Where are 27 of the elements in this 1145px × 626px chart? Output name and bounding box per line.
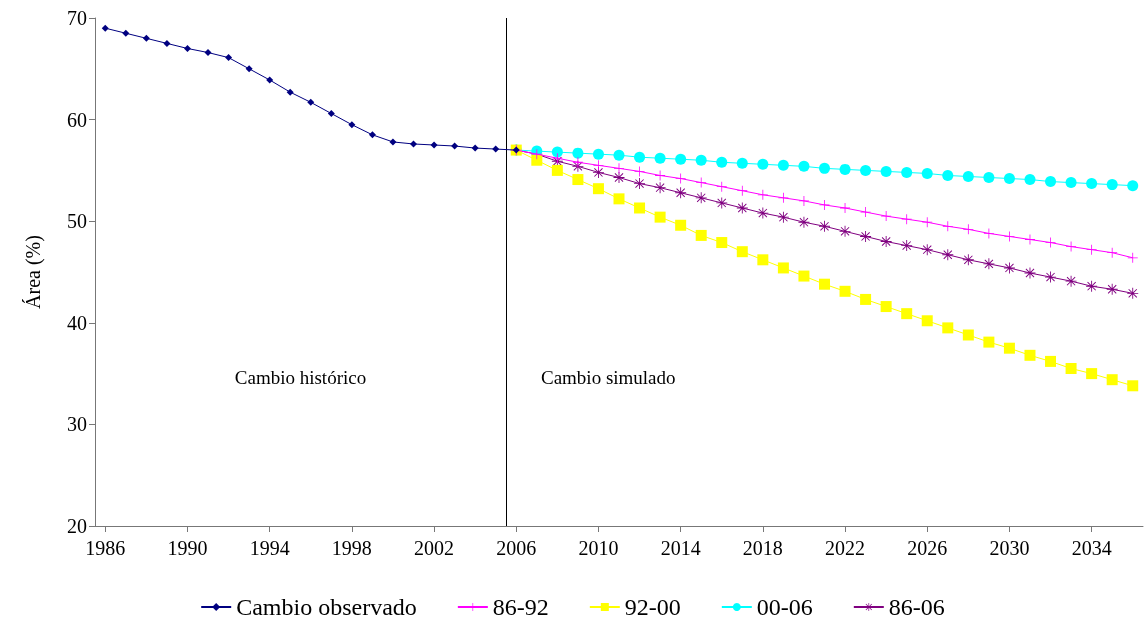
x-tick-label: 2002 [414,537,455,559]
annotation: Cambio simulado [540,366,676,388]
y-tick-label: 60 [67,108,87,131]
y-tick-label: 20 [67,515,87,537]
x-tick-label: 2034 [1071,537,1112,559]
legend-label: Cambio observado [236,594,417,620]
x-tick-label: 2022 [825,537,866,559]
y-tick-label: 30 [67,413,87,436]
legend-label: 00-06 [756,594,813,620]
x-tick-label: 2026 [907,537,948,559]
x-tick-label: 1994 [249,537,290,559]
x-tick-label: 2030 [989,537,1030,559]
y-tick-label: 70 [67,7,87,29]
x-tick-label: 2018 [742,537,783,559]
x-tick-label: 2006 [496,537,537,559]
x-tick-label: 1986 [85,537,126,559]
x-tick-label: 1998 [331,537,372,559]
x-tick-label: 2014 [660,537,701,559]
annotation: Cambio histórico [234,366,367,388]
legend-label: 86-06 [888,594,945,620]
y-axis-title: Área (%) [22,235,45,309]
legend-label: 92-00 [624,594,681,620]
x-tick-label: 2010 [578,537,619,559]
x-tick-label: 1990 [167,537,208,559]
y-tick-label: 50 [67,210,87,233]
legend-label: 86-92 [492,594,549,620]
y-tick-label: 40 [67,311,87,334]
